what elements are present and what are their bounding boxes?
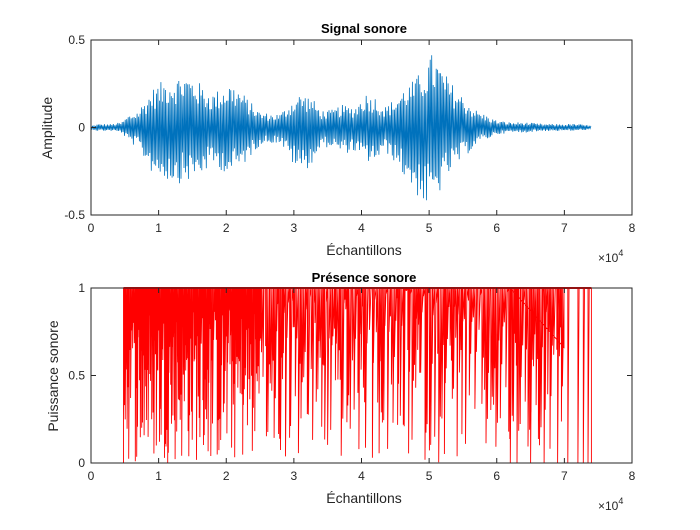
- presence-y-ticks: 00.51: [68, 281, 632, 470]
- y-tick-label: 1: [78, 281, 85, 295]
- signal-trace: [90, 55, 592, 201]
- x-tick-label: 4: [358, 469, 365, 483]
- signal-y-ticks: -0.5 0 0.5: [64, 33, 632, 222]
- signal-x-exponent-base: ×10: [598, 251, 619, 265]
- x-tick-label: 3: [291, 469, 298, 483]
- signal-x-exponent: ×104: [598, 248, 623, 265]
- y-tick-label: 0: [78, 456, 85, 470]
- x-tick-label: 2: [223, 469, 230, 483]
- x-tick-label: 2: [223, 221, 230, 235]
- x-tick-label: 4: [358, 221, 365, 235]
- presence-x-ticks: 0 1 2 3 4 5 6 7 8: [88, 288, 636, 483]
- presence-x-exponent-power: 4: [618, 496, 623, 506]
- x-tick-label: 6: [493, 469, 500, 483]
- x-tick-label: 5: [426, 469, 433, 483]
- presence-x-exponent: ×104: [598, 496, 623, 513]
- x-tick-label: 8: [629, 221, 636, 235]
- presence-binary-line: [91, 286, 592, 464]
- y-tick-label: 0: [78, 121, 85, 135]
- x-tick-label: 8: [629, 469, 636, 483]
- presence-x-exponent-base: ×10: [598, 499, 619, 513]
- y-tick-label: 0.5: [68, 33, 85, 47]
- x-tick-label: 0: [88, 469, 95, 483]
- y-tick-label: 0.5: [68, 369, 85, 383]
- x-tick-label: 7: [561, 221, 568, 235]
- presence-y-axis-label: Puissance sonore: [45, 320, 61, 432]
- presence-trace: [91, 286, 592, 464]
- x-tick-label: 5: [426, 221, 433, 235]
- signal-x-exponent-power: 4: [618, 248, 623, 258]
- signal-x-axis-label: Échantillons: [326, 242, 402, 258]
- x-tick-label: 6: [493, 221, 500, 235]
- y-tick-label: -0.5: [64, 208, 85, 222]
- x-tick-label: 0: [88, 221, 95, 235]
- signal-x-ticks: 0 1 2 3 4 5 6 7 8: [88, 40, 636, 235]
- signal-title: Signal sonore: [321, 21, 407, 36]
- x-tick-label: 3: [291, 221, 298, 235]
- x-tick-label: 1: [155, 469, 162, 483]
- signal-waveform-line: [90, 55, 592, 201]
- x-tick-label: 1: [155, 221, 162, 235]
- presence-x-axis-label: Échantillons: [326, 490, 402, 506]
- x-tick-label: 7: [561, 469, 568, 483]
- presence-title: Présence sonore: [312, 270, 417, 285]
- signal-y-axis-label: Amplitude: [39, 97, 55, 159]
